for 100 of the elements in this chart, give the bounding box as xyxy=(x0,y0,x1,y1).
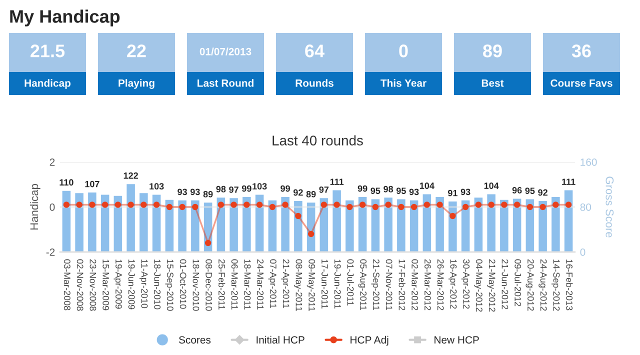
text: 0 xyxy=(399,44,408,58)
x-tick-label: 24-Aug-2012 xyxy=(538,259,547,311)
x-tick-label: 21-Sep-2011 xyxy=(371,259,380,310)
point xyxy=(320,202,328,208)
x-tick-label: 19-Jun-2009 xyxy=(128,260,135,310)
x-tick-label: 16-Apr-2012 xyxy=(448,260,457,309)
point xyxy=(166,204,173,210)
x-tick-label: 01-Oct-2010 xyxy=(180,259,186,309)
point xyxy=(410,204,418,210)
x-tick-label: 03-Mar-2008 xyxy=(64,259,70,310)
data-label: 110 xyxy=(60,179,74,186)
data-label: 99 xyxy=(242,185,252,192)
data-label: 93 xyxy=(460,188,470,196)
bar xyxy=(164,198,175,252)
x-tick-label: 21-Jun-2012 xyxy=(502,259,508,310)
data-label: 92 xyxy=(293,189,303,196)
data-label: 92 xyxy=(538,189,548,196)
data-label: 95 xyxy=(396,188,406,194)
category-label: Course Favs xyxy=(550,79,612,87)
legend-label: Initial HCP xyxy=(256,336,304,344)
bar xyxy=(370,198,381,252)
data-label: 98 xyxy=(216,186,226,192)
bar xyxy=(151,193,162,252)
x-tick-label: 18-Jun-2010 xyxy=(154,260,161,310)
x-tick-label: 11-Apr-2010 xyxy=(139,260,148,308)
legend-label: New HCP xyxy=(434,336,479,344)
bar xyxy=(512,197,523,252)
point xyxy=(140,202,147,208)
x-tick-label: 18-Nov-2010 xyxy=(192,260,200,311)
x-tick-label: 17-Jun-2011 xyxy=(322,260,328,309)
point xyxy=(540,204,546,210)
point xyxy=(488,202,494,208)
point xyxy=(462,204,469,210)
x-tick-label: 26-Mar-2012 xyxy=(437,259,444,310)
y2-tick-label: 80 xyxy=(580,204,592,211)
bar xyxy=(266,198,278,252)
x-tick-label: 04-May-2012 xyxy=(474,259,482,312)
data-label: 93 xyxy=(409,188,419,196)
data-label: 103 xyxy=(252,183,267,190)
point xyxy=(565,202,572,208)
point xyxy=(230,202,237,208)
data-label: 97 xyxy=(319,186,329,193)
text: 21.5 xyxy=(30,44,65,58)
data-label: 111 xyxy=(330,178,344,185)
point xyxy=(514,202,520,208)
x-tick-label: 21-Apr-2011 xyxy=(281,259,290,308)
data-label: 93 xyxy=(190,188,200,196)
y2-axis-title: Gross Score xyxy=(606,176,614,238)
point xyxy=(436,202,443,208)
bar xyxy=(563,188,574,252)
x-tick-label: 02-Mar-2012 xyxy=(412,259,418,310)
x-tick-label: 19-Apr-2009 xyxy=(114,260,122,309)
point xyxy=(192,204,198,210)
x-tick-label: 18-Mar-2011 xyxy=(244,260,251,310)
y2-tick-label: 0 xyxy=(580,248,586,256)
point xyxy=(114,202,122,208)
bar xyxy=(524,198,536,252)
x-tick-label: 02-Nov-2008 xyxy=(76,259,84,311)
x-tick-label: 09-Jul-2012 xyxy=(514,259,522,306)
point xyxy=(256,202,263,208)
x-tick-label: 01-Jul-2011 xyxy=(347,259,354,306)
bar xyxy=(472,196,484,252)
x-tick-label: 30-Apr-2012 xyxy=(461,259,470,309)
bar xyxy=(202,201,214,252)
data-label: 111 xyxy=(562,178,576,185)
data-label: 98 xyxy=(384,186,394,192)
point xyxy=(424,202,430,208)
x-tick-label: 14-Sep-2012 xyxy=(551,260,560,311)
point xyxy=(385,202,392,208)
bar xyxy=(254,193,266,252)
point xyxy=(63,202,70,208)
x-tick-label: 15-Mar-2009 xyxy=(102,260,110,310)
text: 36 xyxy=(572,44,591,58)
category-label: This Year xyxy=(380,79,426,87)
point xyxy=(346,204,353,210)
text: 64 xyxy=(305,44,324,58)
data-label: 107 xyxy=(85,180,100,188)
category-label: Last Round xyxy=(198,79,254,87)
point xyxy=(282,202,288,208)
point xyxy=(153,202,160,208)
data-label: 104 xyxy=(484,182,499,189)
x-tick-label: 25-Feb-2011 xyxy=(218,259,226,310)
bar xyxy=(408,198,420,252)
y2-tick-label: 160 xyxy=(580,158,597,166)
x-tick-label: 07-Nov-2011 xyxy=(386,259,392,310)
bar xyxy=(60,189,72,252)
data-label: 95 xyxy=(370,188,380,194)
y-axis-title: Handicap xyxy=(30,184,40,230)
category-label: Handicap xyxy=(24,79,71,89)
data-label: 97 xyxy=(229,186,238,193)
text: 01/07/2013 xyxy=(200,48,252,56)
x-tick-label: 17-Feb-2012 xyxy=(398,260,406,310)
point xyxy=(334,202,340,208)
x-tick-label: 05-Aug-2011 xyxy=(358,259,367,310)
point xyxy=(76,202,82,208)
bar xyxy=(215,196,226,252)
category-label: Rounds xyxy=(296,79,334,87)
x-tick-label: 16-Feb-2013 xyxy=(566,260,573,310)
point xyxy=(295,212,302,220)
text: 22 xyxy=(127,44,146,58)
